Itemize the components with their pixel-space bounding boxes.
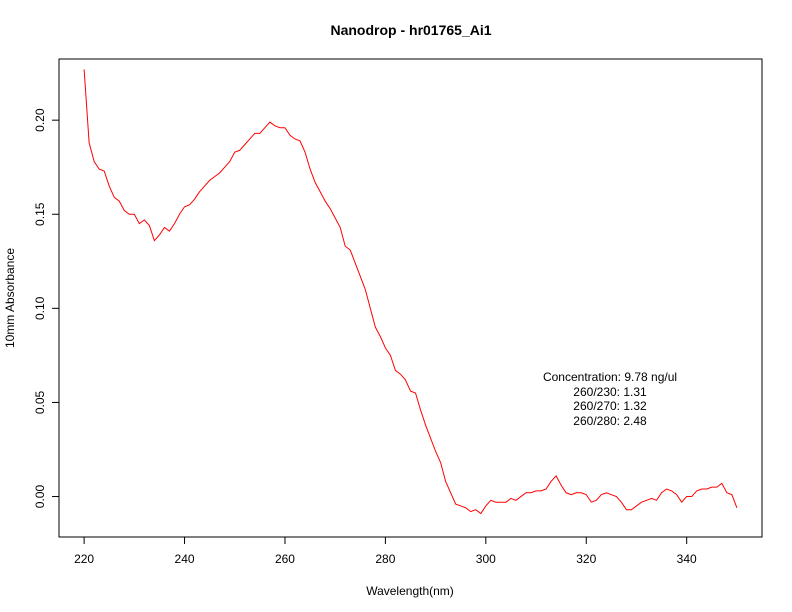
y-tick-label: 0.00 — [33, 485, 47, 509]
stats-annotation: Concentration: 9.78 ng/ul 260/230: 1.31 … — [543, 370, 677, 428]
plot-frame — [58, 58, 763, 538]
x-tick-label: 220 — [74, 552, 94, 566]
ratio-260-280-text: 260/280: 2.48 — [573, 414, 647, 428]
y-tick-label: 0.15 — [33, 202, 47, 226]
x-axis-label: Wavelength(nm) — [366, 584, 454, 598]
y-axis: 0.00 0.05 0.10 0.15 0.20 — [33, 108, 60, 509]
y-axis-label: 10mm Absorbance — [3, 248, 17, 348]
y-tick-label: 0.10 — [33, 296, 47, 320]
x-tick-label: 240 — [175, 552, 195, 566]
concentration-text: Concentration: 9.78 ng/ul — [543, 370, 677, 384]
chart-title: Nanodrop - hr01765_Ai1 — [330, 22, 491, 38]
series-layer — [83, 69, 738, 515]
x-tick-label: 300 — [476, 552, 496, 566]
x-tick-label: 280 — [375, 552, 395, 566]
x-tick-label: 320 — [576, 552, 596, 566]
y-tick-label: 0.20 — [33, 108, 47, 132]
y-tick-label: 0.05 — [33, 390, 47, 414]
x-axis: 220 240 260 280 300 320 340 — [74, 536, 697, 566]
x-tick-label: 340 — [677, 552, 697, 566]
absorbance-series-line — [83, 69, 738, 515]
ratio-260-230-text: 260/230: 1.31 — [573, 385, 647, 399]
x-tick-label: 260 — [275, 552, 295, 566]
ratio-260-270-text: 260/270: 1.32 — [573, 399, 647, 413]
